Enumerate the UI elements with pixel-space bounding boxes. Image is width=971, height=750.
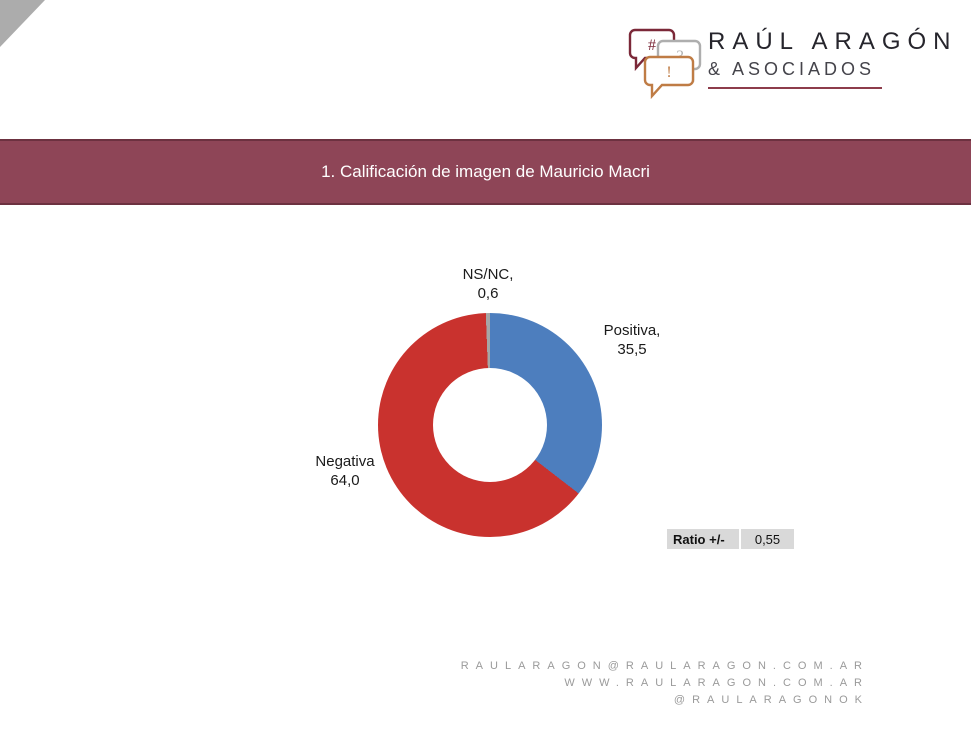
donut-hole bbox=[433, 368, 547, 482]
ratio-value-cell: 0,55 bbox=[741, 529, 794, 549]
contact-footer: RAULARAGON@RAULARAGON.COM.AR WWW.RAULARA… bbox=[461, 658, 869, 709]
slice-label-negativa-value: 64,0 bbox=[330, 472, 360, 489]
hash-speech-bubble-icon: # bbox=[628, 28, 676, 72]
ratio-label-cell: Ratio +/- bbox=[667, 529, 739, 549]
company-logo: # ? ! RAÚL ARAGÓN & ASOCIADOS bbox=[625, 26, 955, 100]
slice-label-positiva: Positiva, 35,5 bbox=[577, 321, 687, 359]
footer-website: WWW.RAULARAGON.COM.AR bbox=[564, 677, 869, 689]
slice-label-nsnc-value: 0,6 bbox=[477, 285, 499, 302]
hash-glyph: # bbox=[648, 37, 656, 54]
exclamation-speech-bubble-icon: ! bbox=[643, 55, 695, 100]
ratio-box: Ratio +/- 0,55 bbox=[667, 529, 794, 549]
slice-label-positiva-name: Positiva, bbox=[603, 322, 661, 339]
company-suffix: & ASOCIADOS bbox=[708, 59, 876, 79]
slice-label-negativa: Negativa 64,0 bbox=[290, 452, 400, 490]
slice-label-nsnc: NS/NC, 0,6 bbox=[433, 265, 543, 303]
slice-label-positiva-value: 35,5 bbox=[617, 341, 647, 358]
donut-chart bbox=[378, 313, 602, 537]
corner-triangle-decoration bbox=[0, 0, 45, 47]
slide-title-banner: 1. Calificación de imagen de Mauricio Ma… bbox=[0, 139, 971, 205]
exclamation-glyph: ! bbox=[666, 64, 671, 81]
company-name: RAÚL ARAGÓN bbox=[708, 28, 958, 55]
ratio-cell-divider bbox=[739, 529, 741, 549]
logo-underline bbox=[708, 87, 882, 89]
footer-email: RAULARAGON@RAULARAGON.COM.AR bbox=[460, 660, 869, 672]
speech-bubbles-icon: # ? ! bbox=[628, 28, 702, 100]
slide-title: 1. Calificación de imagen de Mauricio Ma… bbox=[321, 162, 650, 181]
slice-label-nsnc-name: NS/NC, bbox=[462, 266, 514, 283]
footer-social-handle: @RAULARAGONOK bbox=[673, 694, 869, 706]
slice-label-negativa-name: Negativa bbox=[315, 453, 375, 470]
